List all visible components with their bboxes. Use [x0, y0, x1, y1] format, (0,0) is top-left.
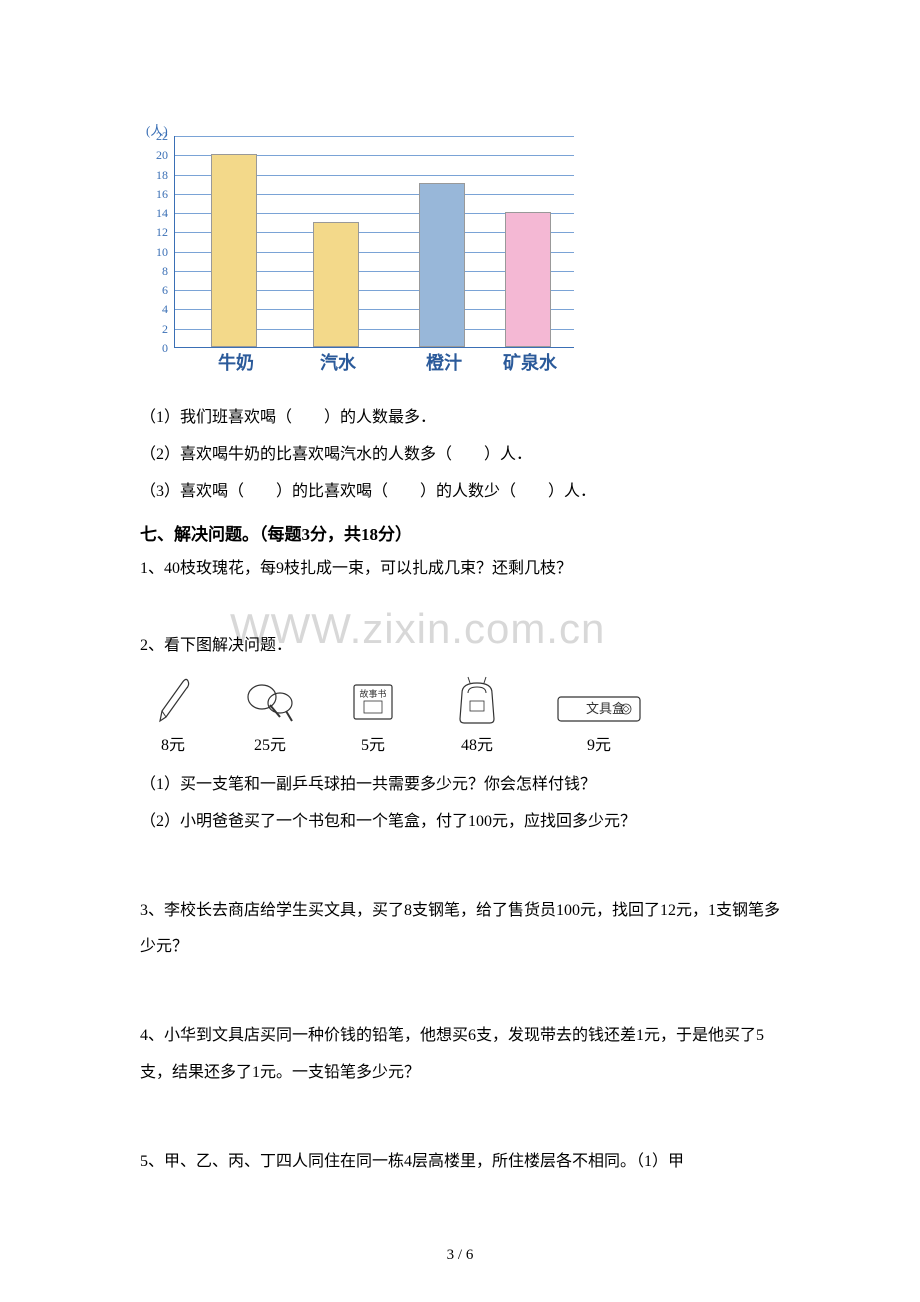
x-label-0: 牛奶	[203, 349, 269, 375]
bag-icon	[448, 673, 506, 727]
q6-1: （1）我们班喜欢喝（ ）的人数最多．	[140, 400, 780, 437]
page-number: 3 / 6	[0, 1247, 920, 1264]
item-pen-price: 8元	[161, 731, 185, 755]
bar-chart: (人) 牛奶汽水橙汁矿泉水 0246810121416182022	[140, 120, 580, 380]
item-bag-price: 48元	[461, 731, 493, 755]
pen-icon	[152, 673, 194, 727]
problem-3: 3、李校长去商店给学生买文具，买了8支钢笔，给了售货员100元，找回了12元，1…	[140, 893, 780, 967]
paddle-icon	[242, 677, 298, 727]
book-icon: 故事书	[346, 677, 400, 727]
item-paddle-price: 25元	[254, 731, 286, 755]
bar-1	[313, 222, 359, 347]
x-label-3: 矿泉水	[497, 349, 563, 375]
y-tick-16: 16	[148, 187, 168, 202]
problem-1: 1、40枝玫瑰花，每9枝扎成一束，可以扎成几束？还剩几枝？	[140, 551, 780, 588]
y-tick-4: 4	[148, 302, 168, 317]
section-7-title: 七、解决问题。（每题3分，共18分）	[140, 520, 780, 545]
problem-4: 4、小华到文具店买同一种价钱的铅笔，他想买6支，发现带去的钱还差1元，于是他买了…	[140, 1018, 780, 1092]
bar-2	[419, 183, 465, 347]
y-tick-20: 20	[148, 148, 168, 163]
chart-grid: 牛奶汽水橙汁矿泉水	[174, 136, 574, 348]
x-label-1: 汽水	[305, 349, 371, 375]
bar-3	[505, 212, 551, 347]
problem-2-q1: （1）买一支笔和一副乒乓球拍一共需要多少元？你会怎样付钱？	[140, 767, 780, 804]
pencilbox-icon: 文具盒	[554, 691, 644, 727]
x-label-2: 橙汁	[411, 349, 477, 375]
y-tick-12: 12	[148, 225, 168, 240]
y-tick-2: 2	[148, 322, 168, 337]
y-tick-8: 8	[148, 264, 168, 279]
y-tick-14: 14	[148, 206, 168, 221]
item-pencilbox-price: 9元	[587, 731, 611, 755]
item-pen: 8元	[152, 673, 194, 755]
bar-0	[211, 154, 257, 347]
item-pencilbox: 文具盒 9元	[554, 691, 644, 755]
problem-5: 5、甲、乙、丙、丁四人同住在同一栋4层高楼里，所住楼层各不相同。（1）甲	[140, 1144, 780, 1181]
y-tick-0: 0	[148, 341, 168, 356]
q6-2: （2）喜欢喝牛奶的比喜欢喝汽水的人数多（ ）人．	[140, 437, 780, 474]
y-tick-10: 10	[148, 245, 168, 260]
item-book-price: 5元	[361, 731, 385, 755]
y-tick-18: 18	[148, 168, 168, 183]
problem-2-intro: 2、看下图解决问题．	[140, 628, 780, 665]
item-paddle: 25元	[242, 677, 298, 755]
y-tick-6: 6	[148, 283, 168, 298]
q6-3: （3）喜欢喝（ ）的比喜欢喝（ ）的人数少（ ）人．	[140, 474, 780, 511]
problem-2-q2: （2）小明爸爸买了一个书包和一个笔盒，付了100元，应找回多少元？	[140, 804, 780, 841]
y-tick-22: 22	[148, 129, 168, 144]
svg-text:故事书: 故事书	[359, 688, 386, 699]
items-row: 8元 25元 故事书 5元 48元 文具盒	[152, 673, 780, 755]
item-book: 故事书 5元	[346, 677, 400, 755]
pencilbox-label: 文具盒	[586, 701, 625, 716]
item-bag: 48元	[448, 673, 506, 755]
